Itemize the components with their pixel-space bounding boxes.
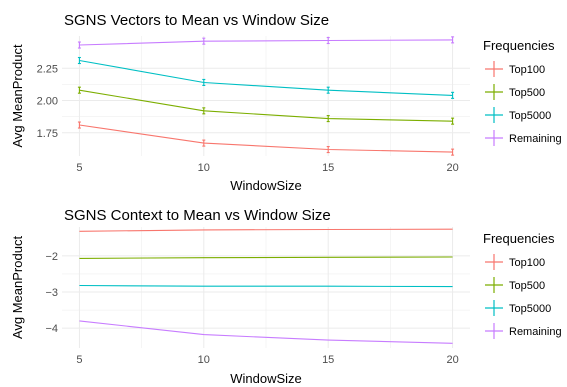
series-line-remaining (79, 39, 453, 46)
y-tick-label: 2.25 (37, 63, 58, 75)
legend: Frequencies Top100 Top500 Top5000 Remaining (483, 38, 562, 146)
series-line-top5000 (79, 284, 453, 288)
legend: Frequencies Top100 Top500 Top5000 Remaining (483, 231, 562, 339)
x-tick-label: 15 (322, 354, 334, 366)
error-bar-top500 (326, 115, 330, 123)
error-bar-remaining (202, 37, 206, 45)
legend-key-remaining (485, 323, 503, 339)
x-tick-label: 15 (322, 162, 334, 174)
series-line-top5000 (79, 59, 453, 96)
legend-label-remaining: Remaining (509, 133, 562, 145)
legend-label-top500: Top500 (509, 87, 545, 99)
chart-title: SGNS Vectors to Mean vs Window Size (64, 12, 329, 29)
legend-key-top500 (485, 84, 503, 100)
error-bar-top500 (451, 117, 455, 125)
legend-label-top100: Top100 (509, 64, 545, 76)
legend-key-remaining (485, 130, 503, 146)
series-line-top100 (79, 228, 453, 232)
legend-label-top100: Top100 (509, 257, 545, 269)
legend-label-top5000: Top5000 (509, 110, 551, 122)
legend-key-top100 (485, 61, 503, 77)
chart-panel-2: SGNS Context to Mean vs Window Size 5 10 15… (10, 207, 562, 386)
x-tick-label: 5 (76, 354, 82, 366)
x-tick-label: 10 (198, 354, 210, 366)
error-bar-top100 (451, 148, 455, 156)
series-line-remaining (79, 320, 453, 344)
series-line-top100 (79, 124, 453, 153)
x-tick-label: 5 (76, 162, 82, 174)
y-tick-label: 2.00 (37, 96, 58, 108)
legend-key-top5000 (485, 300, 503, 316)
error-bar-remaining (451, 36, 455, 44)
legend-title: Frequencies (483, 38, 555, 53)
error-bar-top5000 (326, 86, 330, 94)
x-tick-label: 10 (198, 162, 210, 174)
y-tick-label: −4 (45, 323, 58, 335)
error-bar-top5000 (451, 91, 455, 99)
legend-key-top500 (485, 277, 503, 293)
error-bar-remaining (77, 41, 81, 49)
error-bar-top500 (77, 86, 81, 94)
legend-label-top500: Top500 (509, 280, 545, 292)
error-bar-top5000 (202, 78, 206, 87)
legend-key-top5000 (485, 107, 503, 123)
error-bar-top100 (326, 145, 330, 154)
legend-label-top5000: Top5000 (509, 303, 551, 315)
error-bar-top100 (77, 121, 81, 129)
legend-title: Frequencies (483, 231, 555, 246)
x-tick-label: 20 (446, 354, 458, 366)
series-line-top500 (79, 256, 453, 259)
legend-key-top100 (485, 254, 503, 270)
y-axis-label: Avg MeanProduct (10, 236, 25, 339)
series-line-top500 (79, 89, 453, 122)
legend-label-remaining: Remaining (509, 326, 562, 338)
y-tick-label: −3 (45, 287, 58, 299)
x-tick-label: 20 (446, 162, 458, 174)
y-tick-label: 1.75 (37, 128, 58, 140)
x-axis-label: WindowSize (230, 178, 302, 193)
error-bar-top5000 (77, 56, 81, 65)
error-bar-top500 (202, 107, 206, 115)
y-tick-label: −2 (45, 251, 58, 263)
error-bar-top100 (202, 139, 206, 147)
chart-panel-1: SGNS Vectors to Mean vs Window Size 5 10 15… (10, 12, 562, 193)
x-axis-label: WindowSize (230, 371, 302, 386)
y-axis-label: Avg MeanProduct (10, 44, 25, 147)
error-bar-remaining (326, 36, 330, 45)
chart-title: SGNS Context to Mean vs Window Size (64, 207, 331, 224)
